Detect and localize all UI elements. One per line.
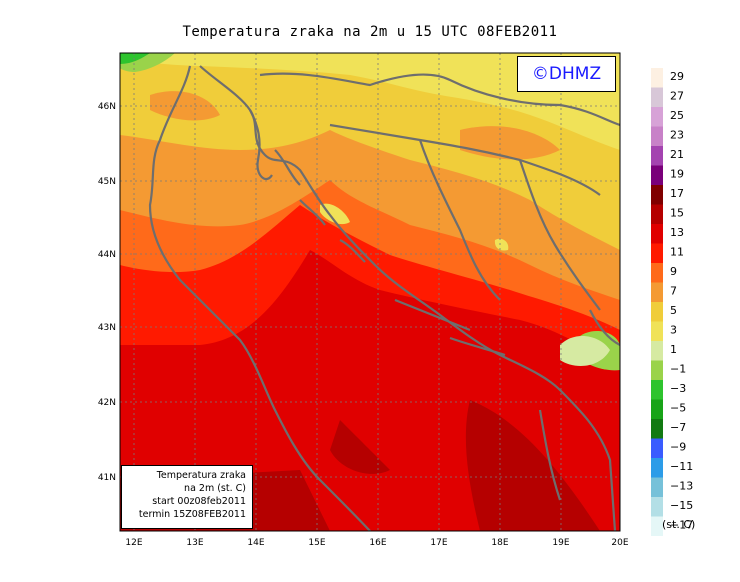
lon-tick-12: 12E — [125, 538, 142, 548]
legend-label: 7 — [670, 285, 677, 298]
legend-unit: (st. C) — [662, 518, 695, 531]
legend-swatch — [651, 360, 663, 380]
legend-swatch — [651, 302, 663, 322]
lon-tick-17: 17E — [430, 538, 447, 548]
legend-label: 25 — [670, 109, 684, 122]
legend-swatch — [651, 419, 663, 439]
temp-patch-minus3 — [120, 53, 150, 64]
temp-patch-15 — [330, 420, 390, 474]
lon-tick-13: 13E — [186, 538, 203, 548]
legend-swatch — [651, 497, 663, 517]
legend-swatch — [651, 399, 663, 419]
legend-label: −1 — [670, 363, 686, 376]
longitude-ticks: 12E 13E 14E 15E 16E 17E 18E 19E 20E — [125, 538, 628, 548]
lon-tick-20: 20E — [611, 538, 628, 548]
legend-label: 1 — [670, 343, 677, 356]
legend-label: −3 — [670, 382, 686, 395]
legend-label: 17 — [670, 187, 684, 200]
temp-band-15-se — [465, 400, 600, 531]
legend-swatch — [651, 282, 663, 302]
coastline-and-borders — [148, 65, 620, 531]
lon-tick-16: 16E — [369, 538, 386, 548]
temp-patch-3-coast — [320, 203, 350, 225]
lon-tick-19: 19E — [552, 538, 569, 548]
lat-tick-41: 41N — [98, 473, 116, 483]
map-frame — [119, 52, 621, 532]
legend-label: −5 — [670, 402, 686, 415]
legend-label: 15 — [670, 207, 684, 220]
legend-label: −11 — [670, 460, 693, 473]
map-title: Temperatura zraka na 2m u 15 UTC 08FEB20… — [182, 24, 558, 40]
legend-label: 29 — [670, 70, 684, 83]
legend-swatch — [651, 87, 663, 107]
map-field — [120, 53, 620, 531]
legend-swatch — [651, 477, 663, 497]
legend-label: −7 — [670, 421, 686, 434]
legend-swatch — [651, 68, 663, 88]
temp-patch-1-east — [560, 335, 610, 366]
lat-tick-46: 46N — [98, 102, 116, 112]
info-line-3: start 00z08feb2011 — [152, 496, 246, 507]
latitude-ticks: 46N 45N 44N 43N 42N 41N — [98, 102, 116, 483]
temp-patch-3-inland — [494, 238, 509, 251]
legend-swatch — [651, 224, 663, 244]
legend-label: 27 — [670, 90, 684, 103]
legend-label: 13 — [670, 226, 684, 239]
legend-swatch — [651, 243, 663, 263]
legend-label: 23 — [670, 129, 684, 142]
legend-label: 21 — [670, 148, 684, 161]
legend-swatch — [651, 185, 663, 205]
legend-swatch — [651, 380, 663, 400]
legend-swatch — [651, 341, 663, 361]
legend-label: −17 — [670, 519, 693, 532]
legend-swatch — [651, 516, 663, 536]
legend-label: 11 — [670, 246, 684, 259]
lat-tick-45: 45N — [98, 177, 116, 187]
legend-swatch — [651, 146, 663, 166]
legend-swatch — [651, 204, 663, 224]
lat-tick-43: 43N — [98, 323, 116, 333]
legend-swatch — [651, 263, 663, 283]
map-grid — [120, 53, 620, 531]
info-line-2: na 2m (st. C) — [184, 483, 246, 494]
info-line-1: Temperatura zraka — [156, 470, 246, 481]
legend-label: 19 — [670, 168, 684, 181]
dhmz-logo: ©DHMZ — [517, 56, 616, 92]
legend-label: −15 — [670, 499, 693, 512]
temp-band-3 — [120, 53, 620, 150]
legend-label: 5 — [670, 304, 677, 317]
lon-tick-14: 14E — [247, 538, 264, 548]
lon-tick-18: 18E — [491, 538, 508, 548]
legend-label: 9 — [670, 265, 677, 278]
legend-swatch — [651, 438, 663, 458]
legend-swatch — [651, 321, 663, 341]
lat-tick-42: 42N — [98, 398, 116, 408]
legend-label: 3 — [670, 324, 677, 337]
info-box: Temperatura zraka na 2m (st. C) start 00… — [121, 465, 253, 529]
legend-swatch — [651, 107, 663, 127]
color-legend: 29 27 25 23 21 19 17 15 13 11 9 7 5 3 1 −1 −3 −5 −7 −9 −11 −1… — [651, 68, 693, 536]
lon-tick-15: 15E — [308, 538, 325, 548]
legend-swatch — [651, 126, 663, 146]
lat-tick-44: 44N — [98, 250, 116, 260]
legend-label: −9 — [670, 441, 686, 454]
legend-label: −13 — [670, 480, 693, 493]
legend-swatch — [651, 458, 663, 478]
legend-swatch — [651, 165, 663, 185]
info-line-4: termin 15Z08FEB2011 — [138, 509, 246, 520]
